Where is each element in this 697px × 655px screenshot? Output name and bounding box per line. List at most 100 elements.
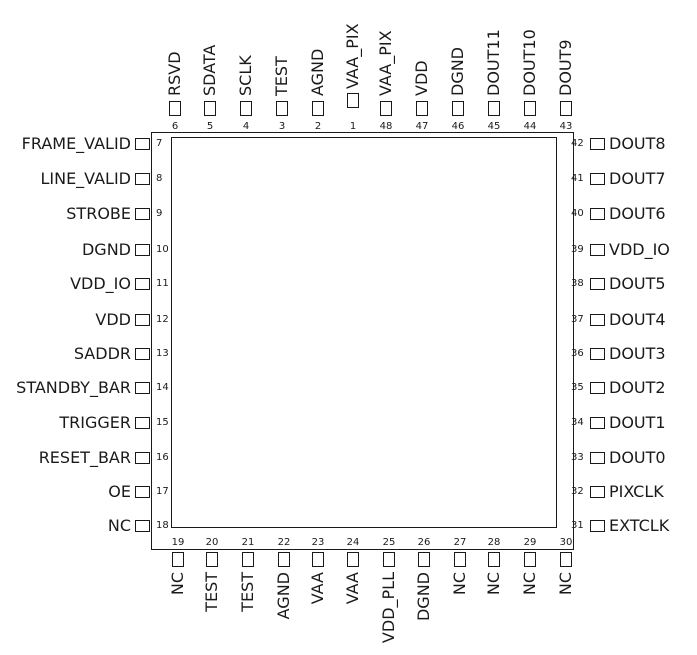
pin-label-vdd: VDD xyxy=(95,310,131,329)
pin-label-agnd: AGND xyxy=(308,48,327,96)
pin-number-24: 24 xyxy=(346,537,360,548)
pin-number-43: 43 xyxy=(559,121,573,132)
pin-pad-47 xyxy=(416,101,428,116)
pin-pad-9 xyxy=(135,208,150,220)
pin-pad-38 xyxy=(590,278,605,290)
pin-number-36: 36 xyxy=(571,348,584,359)
pin-pad-36 xyxy=(590,348,605,360)
pin-pad-18 xyxy=(135,520,150,532)
pin-number-3: 3 xyxy=(278,121,286,132)
pin-label-dout0: DOUT0 xyxy=(609,448,666,467)
pin-pad-1 xyxy=(347,93,359,108)
pin-number-40: 40 xyxy=(571,208,584,219)
pin-pad-12 xyxy=(135,314,150,326)
pin-label-vdd-io: VDD_IO xyxy=(70,274,131,293)
pin-number-15: 15 xyxy=(156,417,169,428)
pin-pad-40 xyxy=(590,208,605,220)
pin-number-44: 44 xyxy=(523,121,537,132)
pin-pad-15 xyxy=(135,417,150,429)
pin-label-dout3: DOUT3 xyxy=(609,344,666,363)
pin-label-test: TEST xyxy=(272,56,291,96)
pin-label-test: TEST xyxy=(202,572,221,612)
pin-number-9: 9 xyxy=(156,208,163,219)
pin-label-dout9: DOUT9 xyxy=(556,39,575,96)
pin-label-sdata: SDATA xyxy=(200,44,219,96)
pin-label-vaa: VAA xyxy=(343,572,362,605)
pin-pad-42 xyxy=(590,138,605,150)
pin-label-agnd: AGND xyxy=(274,572,293,620)
pin-label-dout2: DOUT2 xyxy=(609,378,666,397)
pin-pad-32 xyxy=(590,486,605,498)
pin-number-8: 8 xyxy=(156,173,163,184)
pin-label-vaa: VAA xyxy=(308,572,327,605)
pin-pad-11 xyxy=(135,278,150,290)
pin-pad-2 xyxy=(312,101,324,116)
pin-label-nc: NC xyxy=(520,572,539,596)
pin-pad-45 xyxy=(488,101,500,116)
pin-pad-29 xyxy=(524,552,536,567)
pin-number-5: 5 xyxy=(206,121,214,132)
pin-label-strobe: STROBE xyxy=(66,204,131,223)
pin-pad-24 xyxy=(347,552,359,567)
pin-label-vdd-pll: VDD_PLL xyxy=(379,572,398,644)
pin-pad-34 xyxy=(590,417,605,429)
pin-label-saddr: SADDR xyxy=(73,344,131,363)
die-outline xyxy=(171,137,557,528)
pin-pad-44 xyxy=(524,101,536,116)
pin-label-vdd: VDD xyxy=(412,60,431,96)
pin-label-vaa-pix: VAA_PIX xyxy=(343,23,362,89)
pin-pad-8 xyxy=(135,173,150,185)
pin-label-dgnd: DGND xyxy=(448,46,467,96)
pin-pad-6 xyxy=(169,101,181,116)
pin-pad-37 xyxy=(590,314,605,326)
pin-label-oe: OE xyxy=(108,482,131,501)
pin-label-sclk: SCLK xyxy=(236,55,255,96)
pin-number-1: 1 xyxy=(349,121,357,132)
pin-label-nc: NC xyxy=(556,572,575,596)
pin-pad-10 xyxy=(135,244,150,256)
pin-pad-7 xyxy=(135,138,150,150)
pin-pad-5 xyxy=(204,101,216,116)
pin-number-6: 6 xyxy=(171,121,179,132)
pin-label-dout5: DOUT5 xyxy=(609,274,666,293)
pin-number-12: 12 xyxy=(156,314,169,325)
pin-number-27: 27 xyxy=(453,537,467,548)
pin-pad-26 xyxy=(418,552,430,567)
pin-label-dout11: DOUT11 xyxy=(484,29,503,96)
pin-pad-48 xyxy=(380,101,392,116)
pin-label-rsvd: RSVD xyxy=(165,51,184,96)
pin-number-46: 46 xyxy=(451,121,465,132)
pin-label-nc: NC xyxy=(107,516,131,535)
pin-pad-31 xyxy=(590,520,605,532)
pin-label-vdd-io: VDD_IO xyxy=(609,240,670,259)
pin-number-18: 18 xyxy=(156,520,169,531)
pin-pad-23 xyxy=(312,552,324,567)
pin-label-test: TEST xyxy=(238,572,257,612)
pin-pad-41 xyxy=(590,173,605,185)
pin-label-dgnd: DGND xyxy=(414,572,433,622)
pin-label-frame-valid: FRAME_VALID xyxy=(21,134,131,153)
pin-number-32: 32 xyxy=(571,486,584,497)
pin-number-20: 20 xyxy=(205,537,219,548)
pin-number-13: 13 xyxy=(156,348,169,359)
pin-label-nc: NC xyxy=(484,572,503,596)
pin-label-dout8: DOUT8 xyxy=(609,134,666,153)
pin-number-16: 16 xyxy=(156,452,169,463)
pin-pad-39 xyxy=(590,244,605,256)
pin-pad-28 xyxy=(488,552,500,567)
pin-number-29: 29 xyxy=(523,537,537,548)
pin-label-dout7: DOUT7 xyxy=(609,169,666,188)
pin-label-nc: NC xyxy=(168,572,187,596)
pin-number-30: 30 xyxy=(559,537,573,548)
pin-number-11: 11 xyxy=(156,278,169,289)
pin-number-10: 10 xyxy=(156,244,169,255)
pin-number-38: 38 xyxy=(571,278,584,289)
pin-pad-22 xyxy=(278,552,290,567)
pin-number-45: 45 xyxy=(487,121,501,132)
pin-label-vaa-pix: VAA_PIX xyxy=(376,30,395,96)
pin-label-dout6: DOUT6 xyxy=(609,204,666,223)
pin-number-21: 21 xyxy=(241,537,255,548)
pin-label-nc: NC xyxy=(450,572,469,596)
pin-number-33: 33 xyxy=(571,452,584,463)
